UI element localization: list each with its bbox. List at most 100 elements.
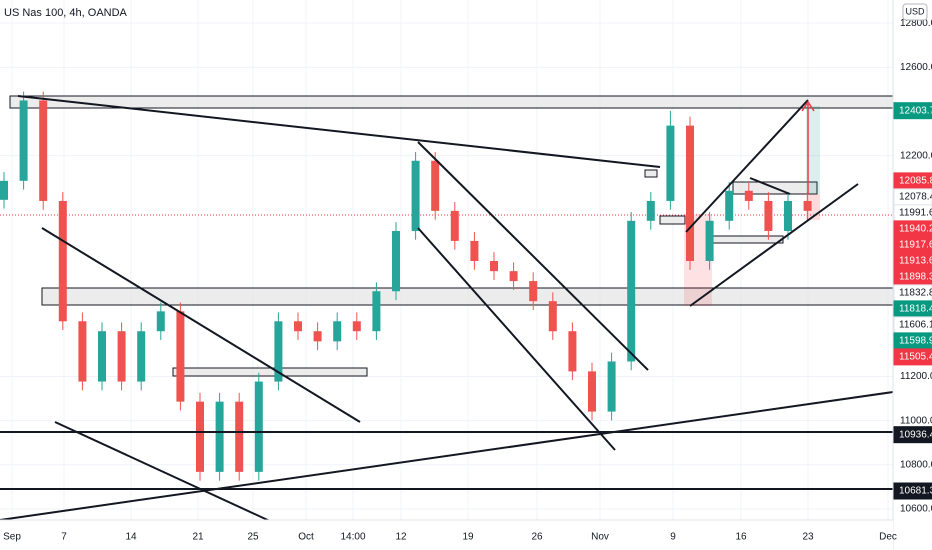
support-zone — [41, 287, 894, 306]
candles — [0, 91, 812, 481]
price-label: 12403.7 — [899, 105, 932, 116]
candle-body — [333, 321, 342, 342]
x-tick-label: Nov — [591, 532, 609, 543]
price-label-box — [893, 348, 932, 366]
position-box — [806, 106, 820, 194]
zone — [707, 235, 784, 244]
candle-body — [588, 371, 596, 412]
trend-line — [54, 421, 273, 523]
zone — [644, 169, 658, 178]
currency-label: USD — [905, 6, 925, 16]
y-tick-label: 12200.0 — [900, 150, 932, 161]
x-tick-label: 7 — [61, 532, 67, 543]
candle-body — [98, 331, 106, 382]
trend-line — [417, 141, 649, 371]
candle-body — [117, 331, 126, 382]
price-label: 12078.4 — [899, 192, 932, 203]
trend-line — [0, 391, 894, 521]
candle-body — [313, 331, 322, 342]
price-label: 11917.6 — [899, 240, 932, 251]
price-label: 11606.1 — [899, 320, 932, 331]
chart-title: US Nas 100, 4h, OANDA — [4, 7, 128, 19]
y-tick-label: 11200.0 — [900, 371, 932, 382]
candle-body — [607, 361, 616, 412]
candle-body — [744, 190, 753, 201]
x-tick-label: Sep — [3, 532, 21, 543]
candle-body — [686, 125, 694, 261]
candle-body — [274, 321, 283, 382]
x-tick-label: 19 — [462, 532, 474, 543]
candle-body — [646, 200, 655, 221]
x-tick-label: 25 — [247, 532, 259, 543]
x-tick-label: 26 — [531, 532, 543, 543]
candle-body — [235, 401, 244, 472]
candle-body — [19, 100, 28, 181]
price-label: 11898.3 — [899, 272, 932, 283]
candle-body — [764, 200, 773, 231]
x-tick-label: 16 — [735, 532, 747, 543]
price-label-box — [893, 426, 932, 444]
price-label-box — [893, 482, 932, 500]
candle-body — [137, 331, 146, 382]
candle-body — [509, 271, 518, 282]
resistance-zone — [9, 95, 894, 109]
candle-body — [411, 160, 420, 231]
candle-body — [627, 220, 636, 362]
price-label: 11598.9 — [899, 336, 932, 347]
candle-body — [784, 200, 792, 231]
trend-line — [41, 227, 361, 423]
y-tick-label: 10600.0 — [900, 504, 932, 515]
candle-body — [78, 321, 87, 382]
y-tick-label: 12800.0 — [900, 18, 932, 29]
trend-line — [417, 227, 616, 451]
price-label: 11913.6 — [899, 256, 932, 267]
x-tick-label: 14:00 — [340, 532, 365, 543]
candle-body — [392, 230, 400, 292]
price-label: 11991.6 — [899, 208, 932, 219]
currency-badge[interactable] — [902, 3, 928, 21]
candle-body — [0, 180, 8, 200]
candle-body — [666, 125, 675, 201]
x-tick-label: 21 — [192, 532, 204, 543]
trend-line — [749, 177, 791, 195]
zone — [172, 367, 368, 377]
price-label: 11505.4 — [899, 352, 932, 363]
candle-body — [254, 381, 263, 472]
axis-labels: 12800.0 12600.0 12200.0 11200.0 11000.0 10800… — [3, 18, 932, 543]
candle-body — [450, 210, 459, 241]
y-tick-label: 10800.0 — [900, 459, 932, 470]
time-axis — [0, 520, 893, 550]
candle-body — [176, 311, 185, 402]
price-label: 11832.8 — [899, 288, 932, 299]
x-tick-label: 23 — [802, 532, 814, 543]
candle-body — [156, 311, 165, 332]
candle-body — [548, 301, 557, 332]
arrow-head — [801, 100, 815, 112]
candle-body — [352, 321, 361, 332]
trend-lines — [0, 95, 894, 523]
price-label: 10936.4 — [899, 429, 932, 440]
candle-body — [529, 281, 538, 302]
zone — [659, 215, 686, 225]
price-label: 10681.3 — [899, 486, 932, 497]
candle-body — [372, 291, 381, 332]
x-tick-label: Dec — [879, 532, 897, 543]
x-tick-label: 9 — [670, 532, 676, 543]
candle-body — [431, 160, 440, 211]
y-tick-label: 11000.0 — [900, 415, 932, 426]
candle-body — [58, 200, 67, 322]
y-tick-label: 12600.0 — [900, 62, 932, 73]
price-label: 12085.8 — [899, 176, 932, 187]
candle-body — [294, 321, 302, 332]
channel-line — [689, 183, 859, 307]
x-tick-label: 12 — [395, 532, 407, 543]
channel-line — [685, 99, 809, 233]
candle-body — [196, 401, 204, 472]
price-label-box — [893, 102, 932, 120]
candle-body — [470, 240, 479, 261]
candle-body — [39, 100, 48, 201]
candle-body — [803, 200, 812, 211]
x-tick-label: Oct — [298, 532, 314, 543]
